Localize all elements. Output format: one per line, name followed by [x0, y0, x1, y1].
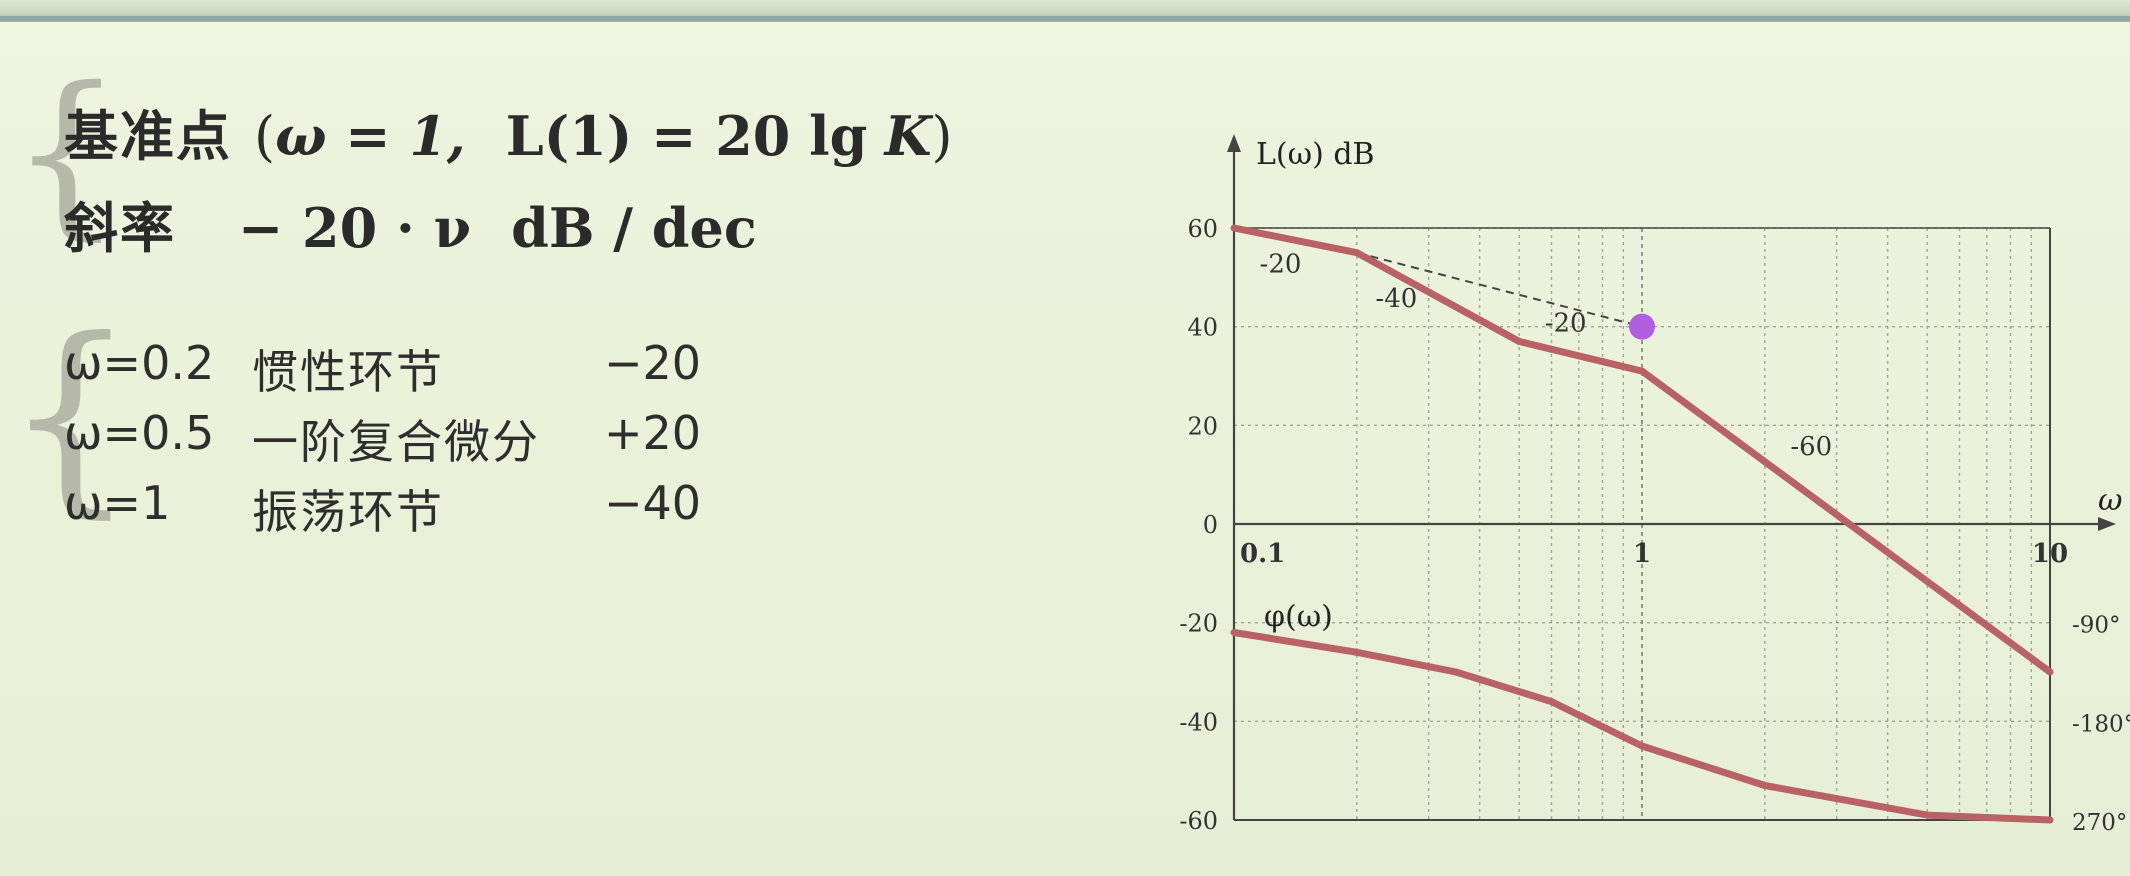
reference-omega-eq: ω = 1,	[275, 104, 466, 168]
x-axis-label: ω	[2098, 483, 2122, 518]
x-tick-label: 0.1	[1240, 539, 1285, 569]
turning-point-slope: −40	[604, 476, 702, 530]
reference-marker	[1629, 313, 1655, 340]
y-axis-arrow	[1227, 134, 1241, 152]
top-rule-line	[0, 16, 2130, 21]
phase-tick-label: -90°	[2072, 613, 2121, 639]
turning-point-element: 一阶复合微分	[252, 415, 540, 469]
x-tick-label: 10	[2032, 539, 2068, 569]
reference-k: K	[884, 104, 932, 168]
y-tick-label: 0	[1203, 511, 1218, 539]
phase-curve	[1230, 629, 2054, 824]
magnitude-curve	[1230, 224, 2054, 676]
reference-point-formula: 基准点 (ω = 1, L(1) = 20 lg K)	[64, 92, 953, 171]
reference-l1-expression: L(1) = 20 lg	[505, 104, 868, 168]
reference-close-paren: )	[931, 105, 953, 168]
phase-axis-label: φ(ω)	[1264, 600, 1333, 635]
chart-labels: 60 40 20 0 -20 -40 -60 0.1 1 10 -90° -180° 270° L(ω) …	[1179, 137, 2130, 836]
slope-formula: 斜率 − 20 · ν dB / dec	[64, 184, 757, 263]
y-axis-label: L(ω) dB	[1256, 137, 1375, 172]
chart-axes	[1227, 134, 2116, 821]
slope-value: − 20 · ν	[238, 196, 472, 260]
dashed-asymptote	[1356, 251, 1643, 328]
segment-slope-label: -60	[1790, 432, 1832, 462]
phase-tick-label: -180°	[2072, 711, 2130, 737]
y-tick-label: -40	[1179, 708, 1218, 736]
brace-formulas: {	[10, 49, 124, 256]
turning-point-omega: ω=1	[64, 476, 171, 530]
segment-slope-label: -20	[1260, 249, 1302, 279]
turning-point-element: 振荡环节	[252, 485, 444, 539]
x-axis-arrow	[2098, 517, 2116, 531]
y-tick-label: -20	[1179, 610, 1218, 638]
turning-point-slope: −20	[604, 336, 702, 390]
chart-series	[1230, 224, 2054, 824]
slope-label: 斜率	[64, 197, 176, 260]
slope-unit: dB / dec	[511, 196, 757, 260]
turning-point-omega: ω=0.5	[64, 406, 215, 460]
segment-slope-label: -40	[1375, 284, 1417, 314]
reference-open-paren: (	[254, 105, 276, 168]
y-tick-label: 40	[1187, 314, 1218, 342]
segment-slope-label: -20	[1545, 309, 1587, 339]
reference-point-label: 基准点	[64, 105, 232, 168]
y-tick-label: 60	[1187, 215, 1218, 243]
turning-point-omega: ω=0.2	[64, 336, 215, 390]
x-tick-label: 1	[1633, 539, 1651, 569]
y-tick-label: 20	[1187, 412, 1218, 440]
y-tick-label: -60	[1179, 807, 1218, 835]
turning-point-element: 惯性环节	[252, 345, 444, 399]
phase-tick-label: 270°	[2072, 810, 2127, 836]
brace-turning-points: {	[4, 295, 137, 537]
turning-point-slope: +20	[604, 406, 702, 460]
